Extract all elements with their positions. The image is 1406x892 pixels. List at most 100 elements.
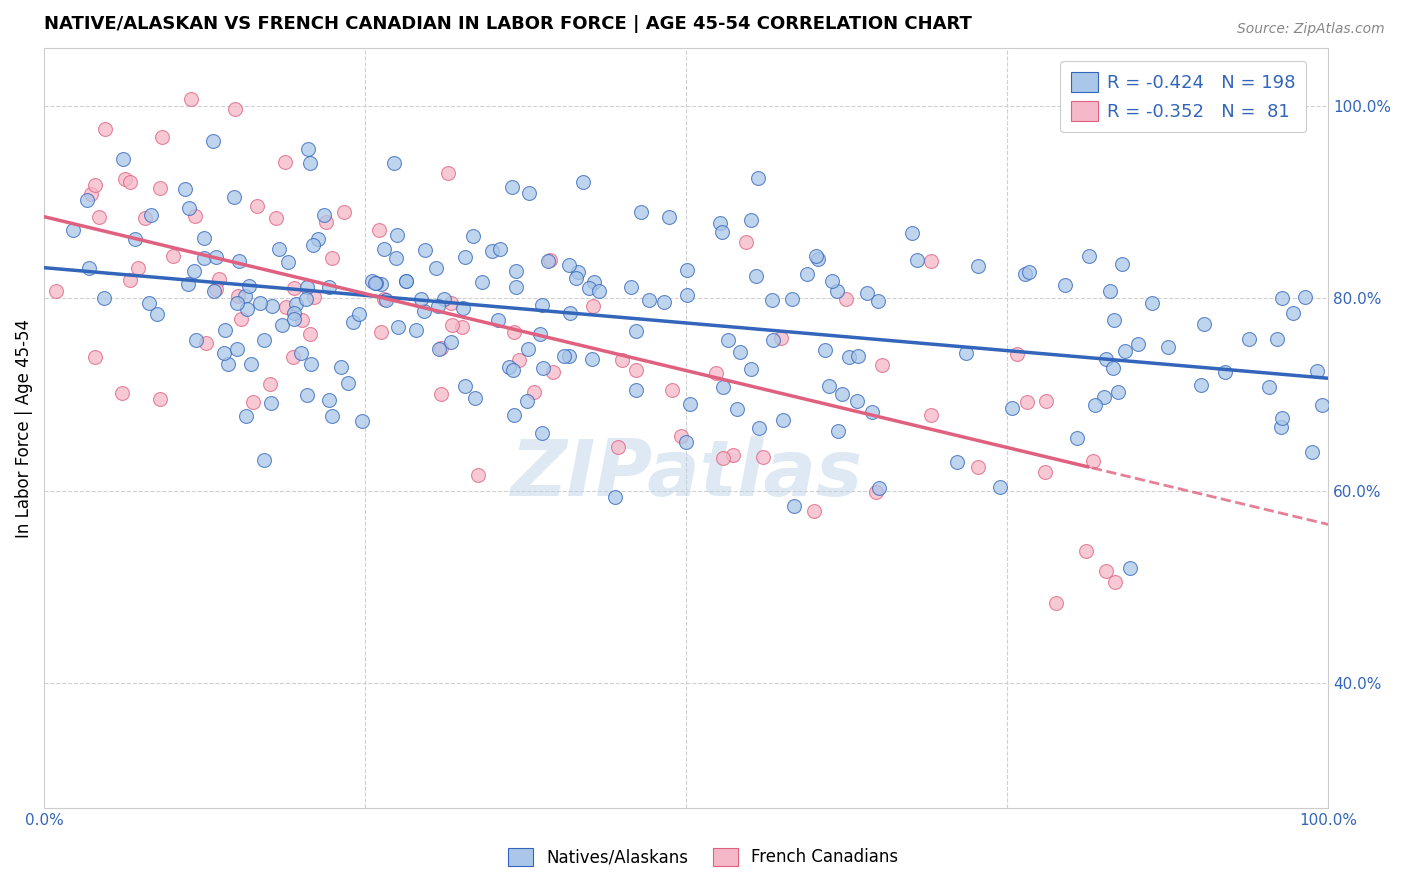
Point	[709, 216, 731, 230]
Point	[297, 388, 319, 402]
Point	[302, 290, 325, 304]
Point	[228, 289, 250, 303]
Point	[1102, 313, 1125, 327]
Point	[1142, 296, 1164, 310]
Point	[202, 284, 225, 298]
Point	[321, 409, 343, 423]
Point	[831, 387, 853, 401]
Point	[1270, 420, 1292, 434]
Point	[711, 225, 734, 239]
Point	[433, 292, 456, 306]
Point	[440, 318, 463, 332]
Point	[138, 296, 160, 310]
Point	[967, 260, 990, 274]
Point	[752, 450, 775, 464]
Point	[149, 392, 172, 407]
Point	[498, 359, 520, 374]
Point	[1084, 398, 1107, 412]
Point	[262, 300, 284, 314]
Point	[440, 295, 463, 310]
Point	[299, 357, 322, 371]
Point	[658, 210, 681, 224]
Point	[274, 155, 297, 169]
Point	[464, 392, 486, 406]
Point	[253, 333, 276, 347]
Point	[730, 344, 752, 359]
Point	[111, 152, 134, 166]
Point	[1045, 596, 1067, 610]
Point	[226, 296, 249, 310]
Point	[177, 201, 200, 215]
Point	[235, 409, 257, 423]
Point	[395, 274, 418, 288]
Point	[1194, 317, 1216, 331]
Point	[505, 280, 527, 294]
Point	[267, 242, 290, 256]
Point	[224, 190, 246, 204]
Point	[637, 293, 659, 308]
Point	[385, 228, 408, 243]
Point	[451, 301, 474, 315]
Point	[804, 249, 827, 263]
Point	[217, 357, 239, 371]
Point	[717, 334, 740, 348]
Point	[373, 242, 395, 256]
Point	[1102, 361, 1125, 376]
Point	[110, 385, 132, 400]
Point	[1271, 291, 1294, 305]
Point	[856, 285, 879, 300]
Point	[770, 331, 793, 345]
Point	[1265, 332, 1288, 346]
Point	[299, 327, 322, 342]
Point	[901, 226, 924, 240]
Point	[62, 222, 84, 236]
Point	[413, 304, 436, 318]
Point	[347, 307, 370, 321]
Point	[45, 285, 67, 299]
Point	[440, 334, 463, 349]
Point	[162, 249, 184, 263]
Point	[630, 204, 652, 219]
Point	[1001, 401, 1024, 415]
Point	[1066, 431, 1088, 445]
Point	[329, 360, 352, 375]
Point	[538, 252, 561, 267]
Point	[582, 275, 605, 289]
Point	[366, 277, 388, 291]
Point	[193, 252, 215, 266]
Point	[489, 242, 512, 256]
Point	[318, 393, 340, 408]
Text: Source: ZipAtlas.com: Source: ZipAtlas.com	[1237, 22, 1385, 37]
Point	[120, 273, 142, 287]
Point	[1007, 347, 1029, 361]
Point	[582, 299, 605, 313]
Point	[675, 434, 697, 449]
Point	[426, 299, 449, 313]
Point	[360, 274, 382, 288]
Point	[780, 292, 803, 306]
Point	[1104, 574, 1126, 589]
Point	[503, 408, 526, 422]
Point	[578, 281, 600, 295]
Point	[762, 334, 785, 348]
Point	[202, 135, 225, 149]
Point	[283, 311, 305, 326]
Point	[1119, 560, 1142, 574]
Point	[536, 254, 558, 268]
Point	[803, 504, 825, 518]
Point	[264, 211, 287, 225]
Point	[516, 343, 538, 357]
Point	[413, 243, 436, 257]
Point	[281, 350, 304, 364]
Point	[370, 326, 392, 340]
Point	[481, 244, 503, 259]
Point	[572, 175, 595, 189]
Point	[307, 232, 329, 246]
Point	[231, 311, 253, 326]
Point	[838, 351, 860, 365]
Point	[565, 271, 588, 285]
Point	[553, 349, 575, 363]
Point	[846, 349, 869, 363]
Point	[845, 393, 868, 408]
Point	[239, 358, 262, 372]
